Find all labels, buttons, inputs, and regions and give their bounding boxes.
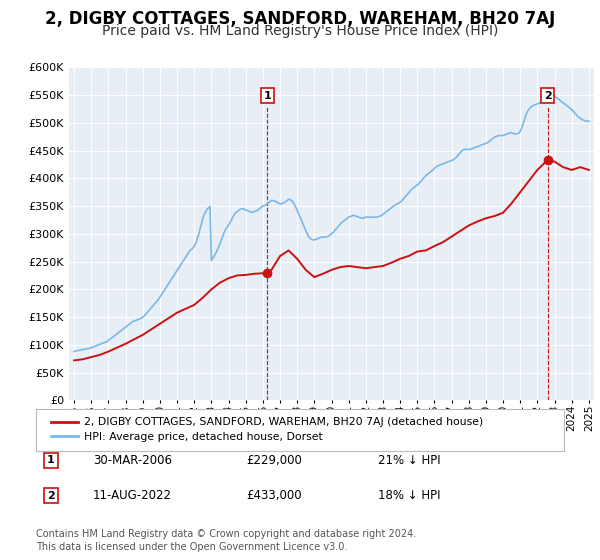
Text: Contains HM Land Registry data © Crown copyright and database right 2024.
This d: Contains HM Land Registry data © Crown c… (36, 529, 416, 552)
Legend: 2, DIGBY COTTAGES, SANDFORD, WAREHAM, BH20 7AJ (detached house), HPI: Average pr: 2, DIGBY COTTAGES, SANDFORD, WAREHAM, BH… (47, 413, 487, 446)
Text: 1: 1 (263, 91, 271, 101)
Text: 18% ↓ HPI: 18% ↓ HPI (378, 489, 440, 502)
Text: 30-MAR-2006: 30-MAR-2006 (93, 454, 172, 467)
Text: 11-AUG-2022: 11-AUG-2022 (93, 489, 172, 502)
Text: 1: 1 (47, 455, 55, 465)
Text: 2: 2 (544, 91, 551, 101)
Text: £229,000: £229,000 (246, 454, 302, 467)
Text: 2, DIGBY COTTAGES, SANDFORD, WAREHAM, BH20 7AJ: 2, DIGBY COTTAGES, SANDFORD, WAREHAM, BH… (45, 10, 555, 28)
Text: 2: 2 (47, 491, 55, 501)
Text: 21% ↓ HPI: 21% ↓ HPI (378, 454, 440, 467)
Text: Price paid vs. HM Land Registry's House Price Index (HPI): Price paid vs. HM Land Registry's House … (102, 24, 498, 38)
Text: £433,000: £433,000 (246, 489, 302, 502)
